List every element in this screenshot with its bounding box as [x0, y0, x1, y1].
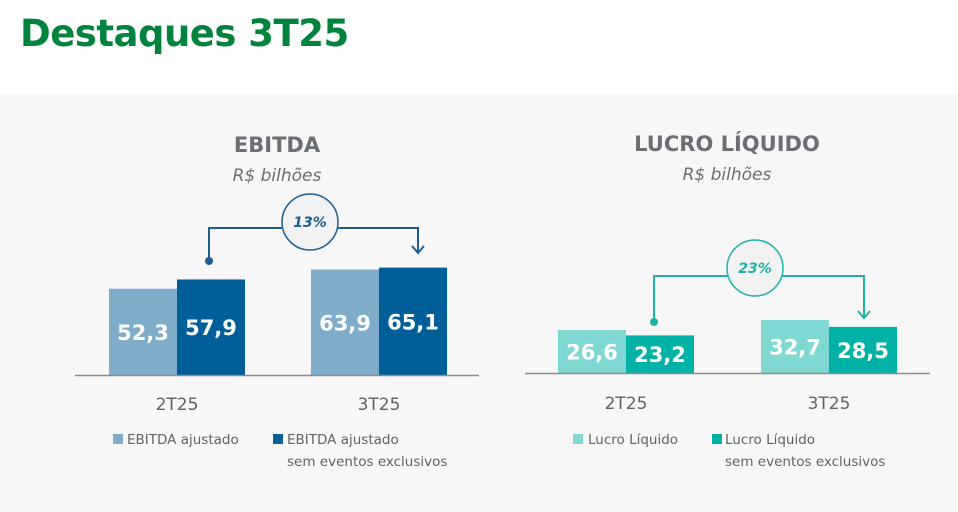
- x-tick-label: 3T25: [808, 394, 851, 414]
- bar-value-label: 23,2: [634, 343, 686, 367]
- x-tick-label: 2T25: [156, 395, 199, 415]
- page-title: Destaques 3T25: [20, 12, 349, 55]
- bar-value-label: 52,3: [117, 321, 169, 345]
- bar-2t25-series-0: [109, 288, 177, 375]
- growth-badge: [281, 193, 339, 251]
- bar-value-label: 26,6: [566, 340, 618, 364]
- legend-swatch: [113, 434, 123, 444]
- bracket-start-dot: [205, 257, 213, 265]
- bar-value-label: 57,9: [185, 316, 237, 340]
- chart-ebitda: EBITDA R$ bilhões 52,3 57,9 2T25 63,9 65,1 3T25…: [75, 133, 479, 470]
- legend-label-line2: sem eventos exclusivos: [725, 454, 885, 470]
- bar-3t25-series-1: [829, 326, 897, 373]
- arrow-down-icon: [857, 310, 871, 320]
- chart-title: LUCRO LÍQUIDO: [634, 131, 820, 156]
- legend-label: EBITDA ajustado: [287, 432, 399, 448]
- bar-2t25-series-0: [558, 329, 626, 373]
- chart-title: EBITDA: [234, 133, 321, 157]
- bar-2t25-series-1: [626, 335, 694, 373]
- chart-subtitle: R$ bilhões: [233, 166, 322, 186]
- bar-value-label: 32,7: [769, 336, 821, 360]
- legend-label: Lucro Líquido: [588, 432, 678, 448]
- legend-swatch: [273, 434, 283, 444]
- bar-3t25-series-0: [761, 320, 829, 373]
- chart-lucro-liquido: LUCRO LÍQUIDO R$ bilhões 26,6 23,2 2T25 32,7 2…: [525, 131, 930, 470]
- bar-value-label: 63,9: [319, 311, 371, 335]
- bar-2t25-series-1: [177, 279, 245, 375]
- legend-label: EBITDA ajustado: [127, 432, 239, 448]
- growth-label: 13%: [293, 215, 327, 231]
- arrow-down-icon: [411, 245, 425, 255]
- growth-label: 23%: [738, 261, 772, 277]
- bar-3t25-series-0: [311, 269, 379, 375]
- legend-label-line2: sem eventos exclusivos: [287, 454, 447, 470]
- growth-badge: [726, 239, 784, 297]
- chart-subtitle: R$ bilhões: [683, 165, 772, 185]
- x-tick-label: 2T25: [605, 394, 648, 414]
- bar-value-label: 28,5: [837, 339, 889, 363]
- legend-swatch: [712, 434, 722, 444]
- x-tick-label: 3T25: [358, 395, 401, 415]
- bar-3t25-series-1: [379, 267, 447, 375]
- bar-value-label: 65,1: [387, 310, 439, 334]
- legend-label: Lucro Líquido: [725, 432, 815, 448]
- legend-swatch: [573, 434, 583, 444]
- bracket-start-dot: [650, 318, 658, 326]
